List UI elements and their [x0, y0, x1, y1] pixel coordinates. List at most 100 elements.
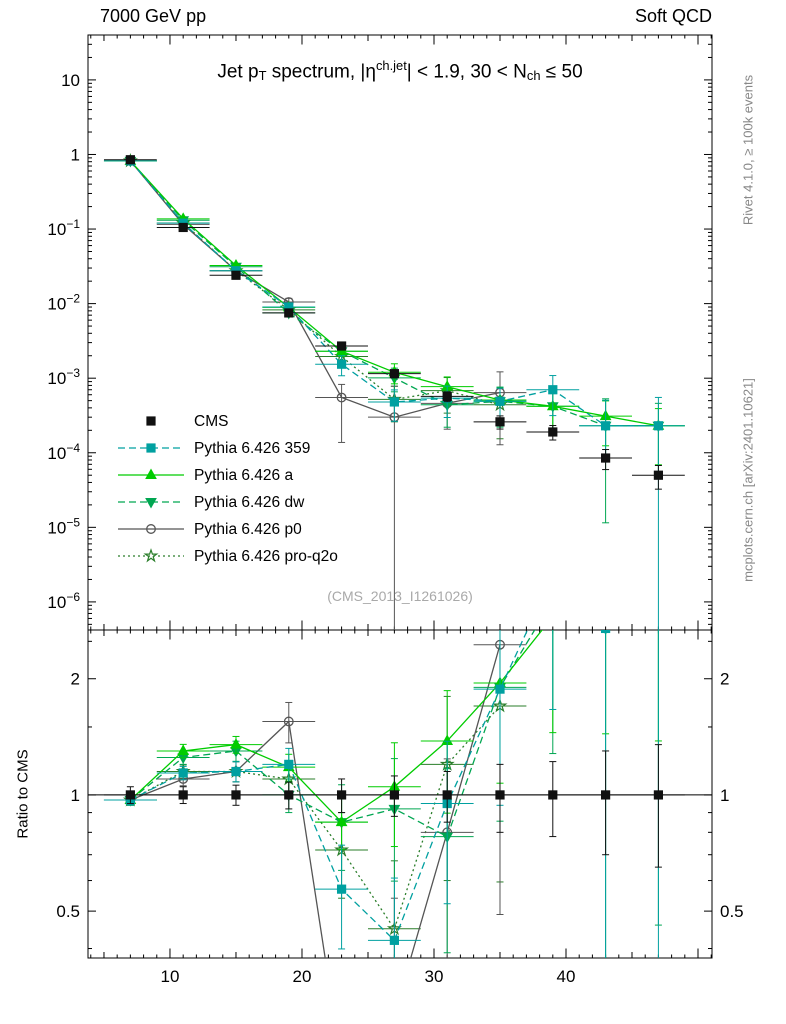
square-marker: [231, 270, 241, 280]
square-marker: [495, 790, 505, 800]
title-fragment: | < 1.9, 30 < N: [406, 61, 527, 83]
triangle-up-marker: [230, 738, 242, 749]
legend-item-pythia-pro-q2o: Pythia 6.426 pro-q2o: [118, 548, 338, 565]
legend-label: Pythia 6.426 a: [194, 467, 293, 484]
square-marker: [284, 759, 294, 769]
svg-text:10−3: 10−3: [47, 366, 80, 388]
beam-energy-label: 7000 GeV pp: [100, 6, 207, 26]
square-marker: [601, 453, 611, 463]
svg-text:10−5: 10−5: [47, 515, 80, 537]
svg-text:10−2: 10−2: [47, 292, 80, 314]
legend-label: Pythia 6.426 359: [194, 440, 310, 457]
circle-marker: [146, 524, 156, 534]
circle-marker: [390, 1010, 399, 1019]
square-marker: [653, 790, 664, 800]
star-marker: [143, 548, 159, 563]
square-marker: [231, 790, 241, 800]
triangle-up-marker: [145, 468, 157, 479]
square-marker: [495, 396, 505, 406]
square-marker: [146, 443, 156, 453]
legend-item-pythia-dw: Pythia 6.426 dw: [118, 494, 305, 511]
square-marker: [178, 790, 188, 800]
square-marker: [336, 341, 347, 351]
square-marker: [601, 630, 611, 634]
main-panel-series: [103, 152, 685, 630]
svg-text:2: 2: [71, 670, 80, 689]
triangle-up-marker: [335, 815, 348, 827]
series-cms-ratio: [103, 744, 685, 868]
square-marker: [146, 416, 156, 426]
square-marker: [495, 417, 505, 427]
square-marker: [653, 470, 664, 480]
square-marker: [125, 790, 135, 800]
svg-text:10: 10: [161, 967, 180, 986]
title-fragment: ch.jet: [375, 58, 407, 73]
triangle-up-marker: [601, 575, 611, 584]
square-marker: [442, 391, 452, 401]
rivet-version-label: Rivet 4.1.0, ≥ 100k events: [740, 74, 756, 226]
square-marker: [549, 572, 557, 580]
square-marker: [336, 884, 347, 894]
circle-marker: [283, 716, 294, 727]
mcplots-citation-label: mcplots.cern.ch [arXiv:2401.10621]: [740, 378, 756, 582]
series-pythia-pro-q2o-ratio: [103, 630, 527, 958]
tick-marks: [88, 34, 712, 958]
svg-text:0.5: 0.5: [56, 902, 80, 921]
series-pythia-p0-ratio: [103, 630, 527, 1019]
legend-item-pythia-a: Pythia 6.426 a: [118, 467, 293, 484]
square-marker: [284, 308, 294, 318]
square-marker: [548, 427, 558, 437]
triangle-down-marker: [145, 498, 157, 509]
title-fragment: η: [365, 61, 376, 83]
square-marker: [601, 421, 611, 431]
triangle-up-marker: [177, 744, 190, 755]
ratio-axis-label: Ratio to CMS: [14, 749, 32, 839]
square-marker: [284, 790, 294, 800]
legend-item-pythia-359: Pythia 6.426 359: [118, 440, 310, 457]
square-marker: [548, 385, 558, 395]
title-fragment: ≤ 50: [540, 61, 583, 83]
title-fragment: spectrum, |: [266, 61, 366, 83]
tick-labels: 10 20 30 40 10 1 10−1 10−2 10−3 10−4 10−5 10−6 0.5 0.…: [47, 71, 743, 986]
series-cms-main: [103, 155, 685, 490]
svg-text:10−4: 10−4: [47, 441, 80, 463]
square-marker: [389, 369, 399, 379]
legend-label: Pythia 6.426 p0: [194, 521, 302, 538]
legend: CMS Pythia 6.426 359 Pythia 6.426 a Pythia …: [118, 413, 338, 565]
legend-label: Pythia 6.426 dw: [194, 494, 305, 511]
square-marker: [389, 397, 399, 407]
square-marker: [336, 790, 347, 800]
analysis-id-watermark: (CMS_2013_I1261026): [327, 588, 473, 604]
triangle-down-marker: [548, 596, 558, 605]
square-marker: [336, 359, 347, 369]
panel-frames: [87, 34, 713, 959]
title-fragment: Jet p: [217, 61, 259, 83]
svg-text:40: 40: [557, 967, 576, 986]
square-marker: [601, 790, 611, 800]
square-marker: [495, 684, 505, 694]
square-marker: [389, 935, 399, 945]
square-marker: [178, 222, 188, 233]
title-fragment: T: [258, 68, 267, 84]
legend-label: CMS: [194, 413, 228, 430]
plot-title: Jet pT spectrum, |ηch.jet| < 1.9, 30 < N…: [217, 58, 582, 84]
square-marker: [178, 768, 188, 778]
square-marker: [653, 421, 664, 431]
svg-text:10−1: 10−1: [47, 217, 80, 239]
square-marker: [548, 790, 558, 800]
ratio-panel-series: [103, 572, 685, 1019]
title-fragment: ch: [526, 68, 541, 84]
svg-text:10: 10: [61, 71, 80, 90]
legend-label: Pythia 6.426 pro-q2o: [194, 548, 338, 565]
svg-text:1: 1: [720, 786, 729, 805]
process-group-label: Soft QCD: [634, 6, 712, 26]
svg-text:20: 20: [293, 967, 312, 986]
svg-text:30: 30: [425, 967, 444, 986]
svg-text:2: 2: [720, 670, 729, 689]
circle-marker: [336, 392, 347, 403]
square-marker: [442, 790, 452, 800]
svg-text:1: 1: [71, 145, 80, 164]
square-marker: [389, 790, 399, 800]
series-pythia-p0-main: [103, 155, 527, 630]
